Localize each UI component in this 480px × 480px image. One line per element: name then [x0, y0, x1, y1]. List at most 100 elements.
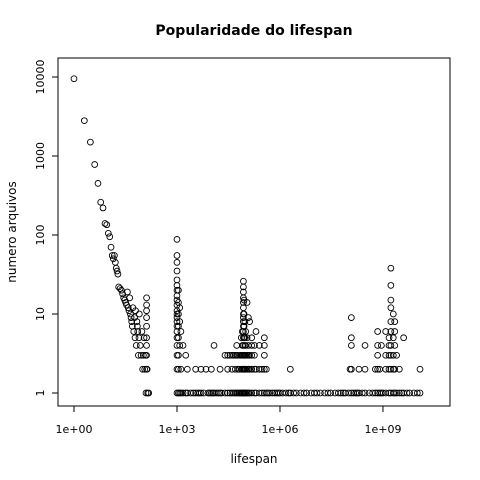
data-point	[324, 389, 332, 397]
data-point	[240, 314, 247, 321]
data-point	[104, 229, 112, 237]
data-point	[143, 342, 150, 349]
data-point	[101, 220, 109, 227]
y-axis-label: numero arquivos	[5, 181, 19, 282]
x-tick-label: 1e+03	[158, 423, 195, 436]
data-point	[207, 365, 215, 373]
data-point	[374, 389, 382, 397]
data-point	[221, 351, 229, 359]
data-point	[118, 286, 125, 294]
data-point	[396, 389, 403, 397]
data-point	[361, 365, 369, 373]
data-point	[241, 334, 249, 342]
data-point	[372, 365, 379, 373]
data-point	[262, 365, 270, 373]
data-point	[374, 328, 382, 335]
data-point	[290, 389, 297, 397]
data-point	[382, 351, 390, 359]
data-point	[337, 389, 345, 397]
data-point	[241, 318, 249, 326]
data-point	[260, 365, 268, 373]
data-point	[226, 351, 234, 359]
data-point	[126, 294, 134, 302]
data-point	[389, 310, 397, 318]
data-point	[348, 334, 355, 342]
data-point	[210, 342, 218, 349]
data-point	[175, 334, 182, 342]
data-point	[111, 252, 118, 259]
data-point	[176, 318, 184, 326]
data-point	[141, 365, 149, 373]
data-point	[224, 365, 232, 373]
data-point	[136, 342, 144, 349]
data-point	[108, 252, 116, 259]
data-point	[216, 365, 224, 373]
data-point	[248, 334, 256, 342]
data-point	[135, 310, 143, 318]
data-point	[183, 365, 191, 373]
data-point	[114, 270, 122, 278]
data-points	[70, 75, 424, 397]
data-point	[242, 328, 250, 335]
data-point	[317, 389, 324, 397]
x-axis-label: lifespan	[230, 452, 277, 466]
y-tick-label: 10000	[34, 60, 47, 95]
data-point	[396, 365, 403, 373]
data-point	[248, 342, 256, 349]
data-point	[260, 389, 268, 397]
data-point	[99, 204, 107, 212]
data-point	[226, 389, 234, 397]
y-tick-label: 1000	[34, 142, 47, 170]
data-point	[132, 307, 139, 315]
data-point	[80, 117, 88, 125]
data-point	[369, 389, 376, 397]
data-point	[393, 351, 400, 359]
data-point	[138, 328, 146, 335]
data-point	[334, 389, 342, 397]
data-point	[352, 389, 360, 397]
data-point	[143, 365, 151, 373]
data-point	[255, 389, 263, 397]
data-point	[398, 389, 406, 397]
data-point	[173, 282, 181, 289]
data-point	[177, 389, 185, 397]
data-point	[106, 233, 114, 241]
data-point	[271, 389, 279, 397]
data-point	[385, 351, 393, 359]
data-point	[177, 328, 185, 335]
data-point	[175, 310, 182, 318]
x-tick-label: 1e+00	[56, 423, 93, 436]
data-point	[175, 286, 182, 294]
data-point	[243, 299, 251, 306]
data-point	[251, 342, 258, 349]
data-point	[300, 389, 308, 397]
data-point	[182, 351, 190, 359]
data-point	[113, 267, 121, 275]
data-point	[358, 389, 366, 397]
data-point	[387, 304, 395, 312]
data-point	[258, 365, 266, 373]
data-point	[374, 351, 382, 359]
data-point	[248, 365, 256, 373]
data-point	[112, 264, 120, 272]
data-point	[387, 328, 395, 335]
data-point	[391, 328, 399, 335]
data-point	[348, 342, 355, 349]
data-point	[145, 389, 153, 397]
data-point	[251, 351, 258, 359]
data-point	[140, 334, 148, 342]
data-point	[400, 334, 407, 342]
data-point	[248, 389, 256, 397]
data-point	[245, 314, 252, 321]
data-point	[179, 389, 187, 397]
data-point	[221, 389, 229, 397]
data-point	[143, 351, 150, 359]
data-point	[252, 328, 260, 335]
data-point	[248, 351, 256, 359]
data-point	[382, 328, 390, 335]
data-point	[173, 259, 181, 266]
data-point	[240, 328, 247, 335]
data-point	[139, 365, 147, 373]
data-point	[350, 389, 358, 397]
